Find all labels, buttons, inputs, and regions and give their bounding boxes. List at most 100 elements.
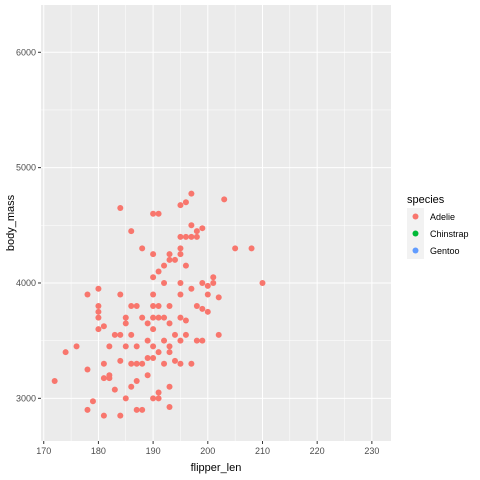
data-point bbox=[95, 285, 102, 292]
data-point bbox=[144, 372, 151, 379]
plot-panel bbox=[41, 5, 391, 441]
x-tick-label: 170 bbox=[36, 446, 51, 456]
data-points bbox=[51, 190, 266, 419]
data-point bbox=[150, 395, 157, 402]
data-point bbox=[150, 291, 157, 298]
data-point bbox=[100, 412, 107, 419]
data-point bbox=[177, 279, 184, 286]
data-point bbox=[155, 395, 162, 402]
data-point bbox=[177, 360, 184, 367]
data-point bbox=[128, 331, 135, 338]
data-point bbox=[177, 337, 184, 344]
data-point bbox=[204, 291, 211, 298]
data-point bbox=[128, 228, 135, 235]
data-point bbox=[171, 331, 178, 338]
data-point bbox=[166, 320, 173, 327]
data-point bbox=[204, 282, 211, 289]
data-point bbox=[100, 323, 107, 330]
data-point bbox=[84, 366, 91, 373]
data-point bbox=[150, 326, 157, 333]
data-point bbox=[150, 314, 157, 321]
data-point bbox=[188, 222, 195, 229]
legend-key-point bbox=[412, 230, 419, 237]
data-point bbox=[62, 349, 69, 356]
legend-label: Gentoo bbox=[430, 246, 460, 256]
data-point bbox=[182, 331, 189, 338]
data-point bbox=[133, 406, 140, 413]
data-point bbox=[171, 256, 178, 263]
data-point bbox=[133, 343, 140, 350]
data-point bbox=[182, 199, 189, 206]
data-point bbox=[139, 360, 146, 367]
data-point bbox=[215, 294, 222, 301]
data-point bbox=[166, 343, 173, 350]
data-point bbox=[117, 205, 124, 212]
data-point bbox=[150, 251, 157, 258]
data-point bbox=[150, 354, 157, 361]
data-point bbox=[193, 233, 200, 240]
data-point bbox=[166, 403, 173, 410]
data-point bbox=[166, 383, 173, 390]
data-point bbox=[177, 233, 184, 240]
x-tick-label: 200 bbox=[200, 446, 215, 456]
data-point bbox=[193, 303, 200, 310]
data-point bbox=[161, 262, 168, 269]
y-tick-label: 6000 bbox=[16, 47, 36, 57]
data-point bbox=[122, 314, 129, 321]
data-point bbox=[161, 314, 168, 321]
data-point bbox=[166, 303, 173, 310]
data-point bbox=[188, 190, 195, 197]
data-point bbox=[106, 372, 113, 379]
data-point bbox=[139, 245, 146, 252]
data-point bbox=[122, 395, 129, 402]
x-tick-label: 230 bbox=[364, 446, 379, 456]
y-tick-label: 4000 bbox=[16, 278, 36, 288]
y-axis-ticks: 3000 4000 5000 6000 bbox=[16, 47, 41, 403]
legend-entries: Adelie Chinstrap Gentoo bbox=[407, 208, 469, 259]
data-point bbox=[111, 331, 118, 338]
data-point bbox=[51, 378, 58, 385]
legend-title: species bbox=[407, 194, 445, 206]
data-point bbox=[182, 317, 189, 324]
data-point bbox=[177, 314, 184, 321]
data-point bbox=[150, 343, 157, 350]
data-point bbox=[155, 389, 162, 396]
data-point bbox=[155, 303, 162, 310]
data-point bbox=[166, 349, 173, 356]
y-tick-label: 5000 bbox=[16, 163, 36, 173]
data-point bbox=[199, 337, 206, 344]
data-point bbox=[210, 274, 217, 281]
data-point bbox=[259, 279, 266, 286]
data-point bbox=[144, 354, 151, 361]
data-point bbox=[161, 279, 168, 286]
x-axis-ticks: 170 180 190 200 210 220 230 bbox=[36, 441, 379, 456]
data-point bbox=[117, 357, 124, 364]
data-point bbox=[117, 291, 124, 298]
data-point bbox=[161, 360, 168, 367]
x-tick-label: 220 bbox=[310, 446, 325, 456]
data-point bbox=[155, 314, 162, 321]
data-point bbox=[133, 303, 140, 310]
data-point bbox=[193, 228, 200, 235]
data-point bbox=[100, 360, 107, 367]
legend-key-point bbox=[412, 213, 419, 220]
data-point bbox=[150, 274, 157, 281]
legend-key-point bbox=[412, 247, 419, 254]
data-point bbox=[166, 256, 173, 263]
data-point bbox=[150, 303, 157, 310]
data-point bbox=[95, 326, 102, 333]
y-tick-label: 3000 bbox=[16, 393, 36, 403]
data-point bbox=[100, 375, 107, 382]
data-point bbox=[95, 303, 102, 310]
data-point bbox=[95, 314, 102, 321]
data-point bbox=[128, 383, 135, 390]
x-tick-label: 180 bbox=[91, 446, 106, 456]
data-point bbox=[215, 331, 222, 338]
minor-gridlines bbox=[41, 5, 391, 441]
data-point bbox=[188, 233, 195, 240]
data-point bbox=[155, 210, 162, 217]
data-point bbox=[177, 291, 184, 298]
data-point bbox=[84, 291, 91, 298]
x-tick-label: 210 bbox=[255, 446, 270, 456]
data-point bbox=[177, 202, 184, 209]
